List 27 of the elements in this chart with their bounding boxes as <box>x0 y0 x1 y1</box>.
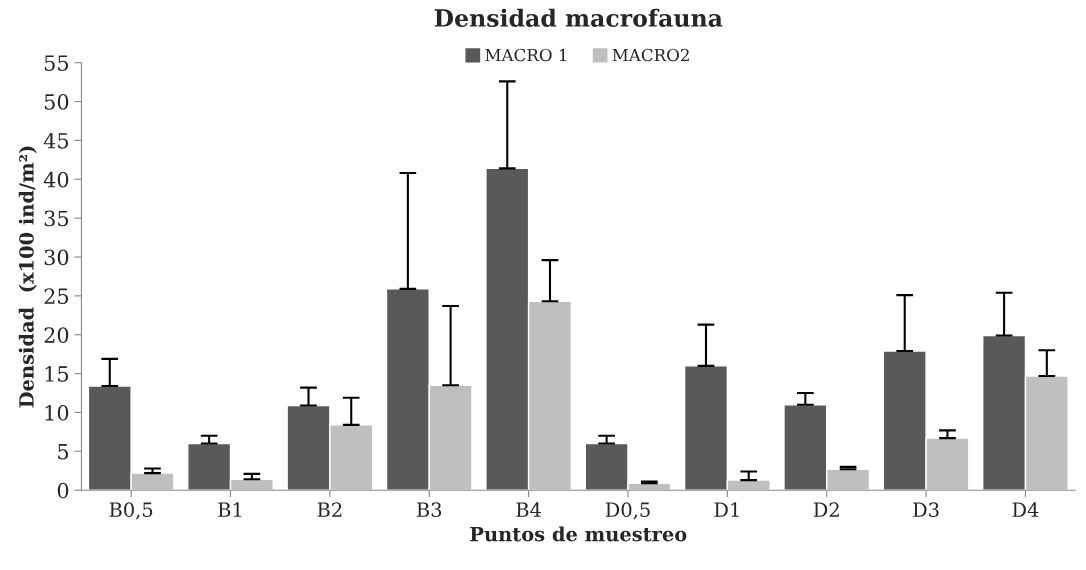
x-tick-label: D3 <box>913 502 939 518</box>
chart-title: Densidad macrofauna <box>434 8 723 27</box>
x-tick-label: D4 <box>1012 502 1039 517</box>
x-tick-label: B1 <box>218 502 242 517</box>
y-tick-label: 50 <box>44 94 69 110</box>
x-tick-label: B2 <box>317 502 342 517</box>
x-tick-label: D2 <box>813 502 839 517</box>
y-tick-label: 40 <box>43 171 69 188</box>
x-tick-label: D1 <box>714 502 739 517</box>
y-tick-label: 45 <box>43 132 69 149</box>
y-tick-label: 30 <box>44 249 69 266</box>
x-tick-label: B4 <box>516 502 541 517</box>
x-tick-label: B0,5 <box>109 502 153 520</box>
y-tick-label: 20 <box>44 327 69 343</box>
legend-label: MACRO 1 <box>485 48 567 62</box>
y-tick-label: 55 <box>44 55 69 71</box>
legend-label: MACRO2 <box>612 48 689 62</box>
y-tick-label: 0 <box>57 482 69 499</box>
y-tick-label: 35 <box>44 210 69 227</box>
y-axis-title: Densidad (x100 ind/m²) <box>18 146 37 408</box>
x-tick-label: D0,5 <box>605 502 650 520</box>
x-tick-label: B3 <box>416 502 442 518</box>
x-axis-title: Puntos de muestreo <box>470 526 687 542</box>
y-tick-label: 25 <box>44 288 69 305</box>
y-tick-label: 15 <box>45 366 69 382</box>
y-tick-label: 10 <box>45 404 69 421</box>
y-tick-label: 5 <box>58 444 69 460</box>
